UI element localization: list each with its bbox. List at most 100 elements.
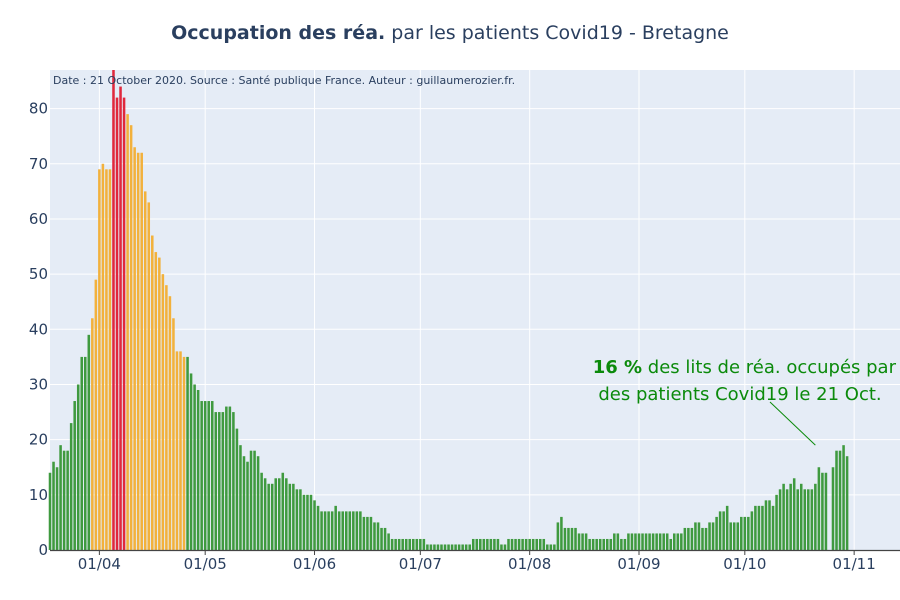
bar [665,533,669,550]
bar [757,505,761,550]
x-tick-label: 01/04 [78,555,121,573]
bar [750,511,754,550]
annotation: 16 % des lits de réa. occupés par des pa… [593,357,897,446]
bar [214,412,218,550]
bar [193,384,196,550]
bar [327,511,330,550]
bar [542,538,546,550]
bar [55,467,59,550]
bar [383,527,387,550]
bar [648,533,651,550]
bar [591,538,595,550]
bar [768,500,771,550]
bar [390,538,394,550]
bar [771,505,775,550]
bar [359,511,362,550]
bar [91,318,94,550]
bar [426,544,429,550]
x-tick-label: 01/06 [293,555,336,573]
bar [330,511,334,550]
bar [764,500,768,550]
bar [761,505,764,550]
bar [613,533,616,550]
bar [736,522,740,550]
bar [835,450,838,550]
bar [553,544,556,550]
bar [535,538,538,550]
bar [595,538,598,550]
bar [207,401,210,550]
bar [182,356,186,550]
bar [454,544,457,550]
bar [429,544,433,550]
bar [718,511,722,550]
bar [803,489,807,550]
bar [503,544,507,550]
bar [690,527,694,550]
bar [634,533,637,550]
bar [747,516,750,550]
bar [824,472,828,550]
bar [479,538,482,550]
bar [567,527,570,550]
axes: 0 10 20 30 40 50 60 70 80 01/04 01/05 01/06 01/07 01/… [29,100,900,573]
bar [151,235,154,550]
bar [249,450,253,550]
bar [729,522,732,550]
bar [521,538,524,550]
bar [133,147,136,550]
bar [725,505,729,550]
bar [404,538,408,550]
x-tick-label: 01/07 [399,555,442,573]
bar [538,538,542,550]
bar [186,356,189,550]
y-tick-label: 20 [29,431,48,449]
x-tick-label: 01/05 [184,555,227,573]
bar [785,489,789,550]
bar [440,544,443,550]
bar [203,401,207,550]
bar [105,169,108,550]
chart-title-rest: par les patients Covid19 - Bretagne [385,22,729,44]
bar [807,489,810,550]
bar [126,114,129,550]
bar [701,527,704,550]
bar [821,472,824,550]
bar [337,511,341,550]
bar [232,412,235,550]
bar [694,522,697,550]
y-tick-label: 10 [29,486,48,504]
bar [732,522,736,550]
bar [489,538,493,550]
bar [838,450,842,550]
bar [711,522,715,550]
bar [658,533,662,550]
bar [493,538,496,550]
bar [320,511,323,550]
bar [115,97,119,550]
bar [48,472,52,550]
bar [524,538,528,550]
bar [662,533,665,550]
bar [352,511,355,550]
y-tick-label: 40 [29,320,48,338]
bar [754,505,757,550]
bar [457,544,461,550]
bar [309,494,313,550]
bar [366,516,369,550]
bar [147,202,151,550]
bar [609,538,613,550]
bar [651,533,655,550]
bar [792,478,796,550]
bar [94,279,98,550]
y-tick-label: 30 [29,375,48,393]
bar [281,472,285,550]
y-tick-label: 0 [38,541,48,559]
bar [292,483,295,550]
bar [433,544,436,550]
bar [630,533,634,550]
bar [394,538,397,550]
bar [179,351,182,550]
bar [355,511,359,550]
